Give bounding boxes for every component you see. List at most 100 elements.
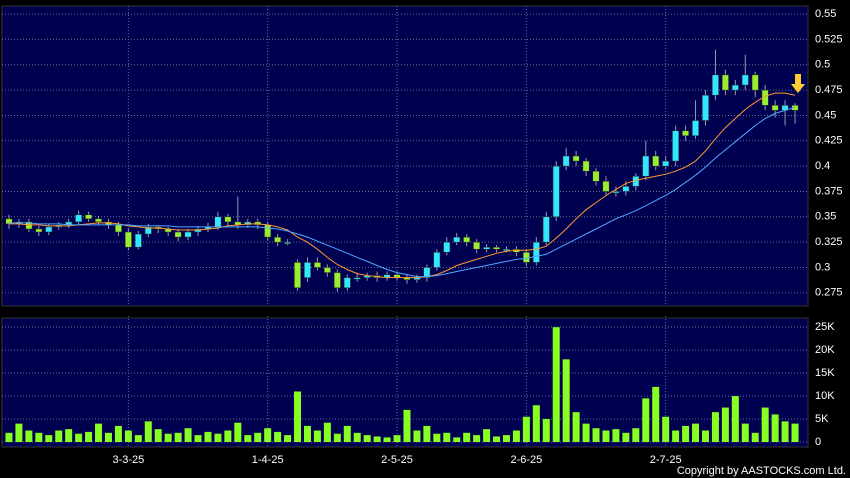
candle-body xyxy=(114,224,122,233)
volume-bar xyxy=(771,414,779,442)
volume-bar xyxy=(493,436,501,442)
candle-body xyxy=(642,155,650,177)
volume-bar xyxy=(174,432,182,442)
y-tick-label: 0.325 xyxy=(815,236,843,248)
volume-bar xyxy=(662,416,670,442)
candle-body xyxy=(433,252,441,268)
y-tick-label: 15K xyxy=(815,367,835,379)
candle-body xyxy=(5,218,13,225)
volume-bar xyxy=(124,430,132,442)
candle-body xyxy=(532,241,540,263)
candle-body xyxy=(75,214,83,223)
candle-body xyxy=(622,186,630,192)
volume-bar xyxy=(423,425,431,442)
volume-bar xyxy=(682,425,690,442)
volume-bar xyxy=(134,435,142,442)
candle-body xyxy=(343,277,351,289)
candle-body xyxy=(294,262,301,289)
moving-average-line xyxy=(9,106,796,278)
candle-body xyxy=(453,236,461,243)
volume-bar xyxy=(373,436,381,442)
candle-body xyxy=(702,94,709,121)
candle-body xyxy=(503,248,510,251)
candle-body xyxy=(711,74,719,96)
volume-bar xyxy=(622,432,630,442)
volume-bar xyxy=(244,435,252,442)
volume-bar xyxy=(562,359,570,442)
volume-bar xyxy=(632,428,640,442)
volume-bar xyxy=(502,435,510,442)
candle-body xyxy=(313,262,321,268)
volume-bar xyxy=(333,433,341,442)
volume-bar xyxy=(433,433,441,442)
volume-bar xyxy=(692,423,700,442)
volume-bar xyxy=(652,386,660,442)
volume-bar xyxy=(323,422,331,442)
candle-body xyxy=(274,236,282,243)
candle-body xyxy=(522,252,530,263)
volume-bar xyxy=(204,431,212,442)
volume-bar xyxy=(532,405,540,442)
volume-bar xyxy=(403,409,411,442)
candle-body xyxy=(443,241,451,253)
volume-bar xyxy=(612,429,620,442)
candle-body xyxy=(731,84,739,91)
y-tick-label: 0.525 xyxy=(815,33,843,45)
volume-bar xyxy=(254,432,262,442)
y-tick-label: 0.275 xyxy=(815,287,843,299)
x-tick-label: 3-3-25 xyxy=(112,454,144,466)
y-tick-label: 10K xyxy=(815,390,835,402)
volume-bar xyxy=(751,432,759,442)
volume-bar xyxy=(552,327,560,442)
volume-bar xyxy=(741,423,749,442)
candle-body xyxy=(662,160,670,167)
volume-bar xyxy=(483,429,491,442)
y-tick-label: 0 xyxy=(815,436,821,448)
copyright: Copyright by AASTOCKS.com Ltd. xyxy=(677,465,846,477)
candle-body xyxy=(264,224,272,238)
volume-bar xyxy=(413,430,421,442)
volume-bar xyxy=(781,421,789,442)
candle-body xyxy=(572,155,580,162)
candle-body xyxy=(214,216,222,228)
volume-bar xyxy=(473,435,481,442)
candle-body xyxy=(751,74,759,91)
x-tick-label: 2-6-25 xyxy=(510,454,542,466)
volume-bar xyxy=(791,423,799,442)
volume-bar xyxy=(313,430,321,442)
y-tick-label: 20K xyxy=(815,344,835,356)
volume-bar xyxy=(65,429,73,442)
candle-body xyxy=(602,181,610,192)
volume-bar xyxy=(15,423,23,442)
candle-body xyxy=(473,241,481,250)
y-tick-label: 0.45 xyxy=(815,109,836,121)
volume-bar xyxy=(104,432,112,442)
candle-body xyxy=(692,120,699,136)
candle-body xyxy=(463,236,471,243)
y-tick-label: 0.35 xyxy=(815,211,836,223)
volume-bar xyxy=(542,419,550,442)
candle-body xyxy=(144,226,152,235)
volume-bar xyxy=(45,435,53,442)
y-tick-label: 0.4 xyxy=(815,160,830,172)
volume-bar xyxy=(463,432,471,442)
candle-body xyxy=(612,191,620,194)
volume-bar xyxy=(154,429,162,442)
candle-body xyxy=(493,246,500,250)
volume-bar xyxy=(274,431,282,442)
x-tick-label: 2-7-25 xyxy=(650,454,682,466)
candle-body xyxy=(25,221,33,230)
volume-bar xyxy=(761,407,769,442)
volume-bar xyxy=(672,430,680,442)
volume-bar xyxy=(453,437,461,442)
candle-body xyxy=(552,165,560,218)
volume-bar xyxy=(164,433,172,442)
volume-bar xyxy=(602,430,610,442)
volume-bar xyxy=(711,412,719,442)
volume-bar xyxy=(642,398,650,442)
x-tick-label: 2-5-25 xyxy=(381,454,413,466)
y-tick-label: 25K xyxy=(815,321,835,333)
volume-bar xyxy=(95,423,103,442)
volume-bar xyxy=(75,433,83,442)
